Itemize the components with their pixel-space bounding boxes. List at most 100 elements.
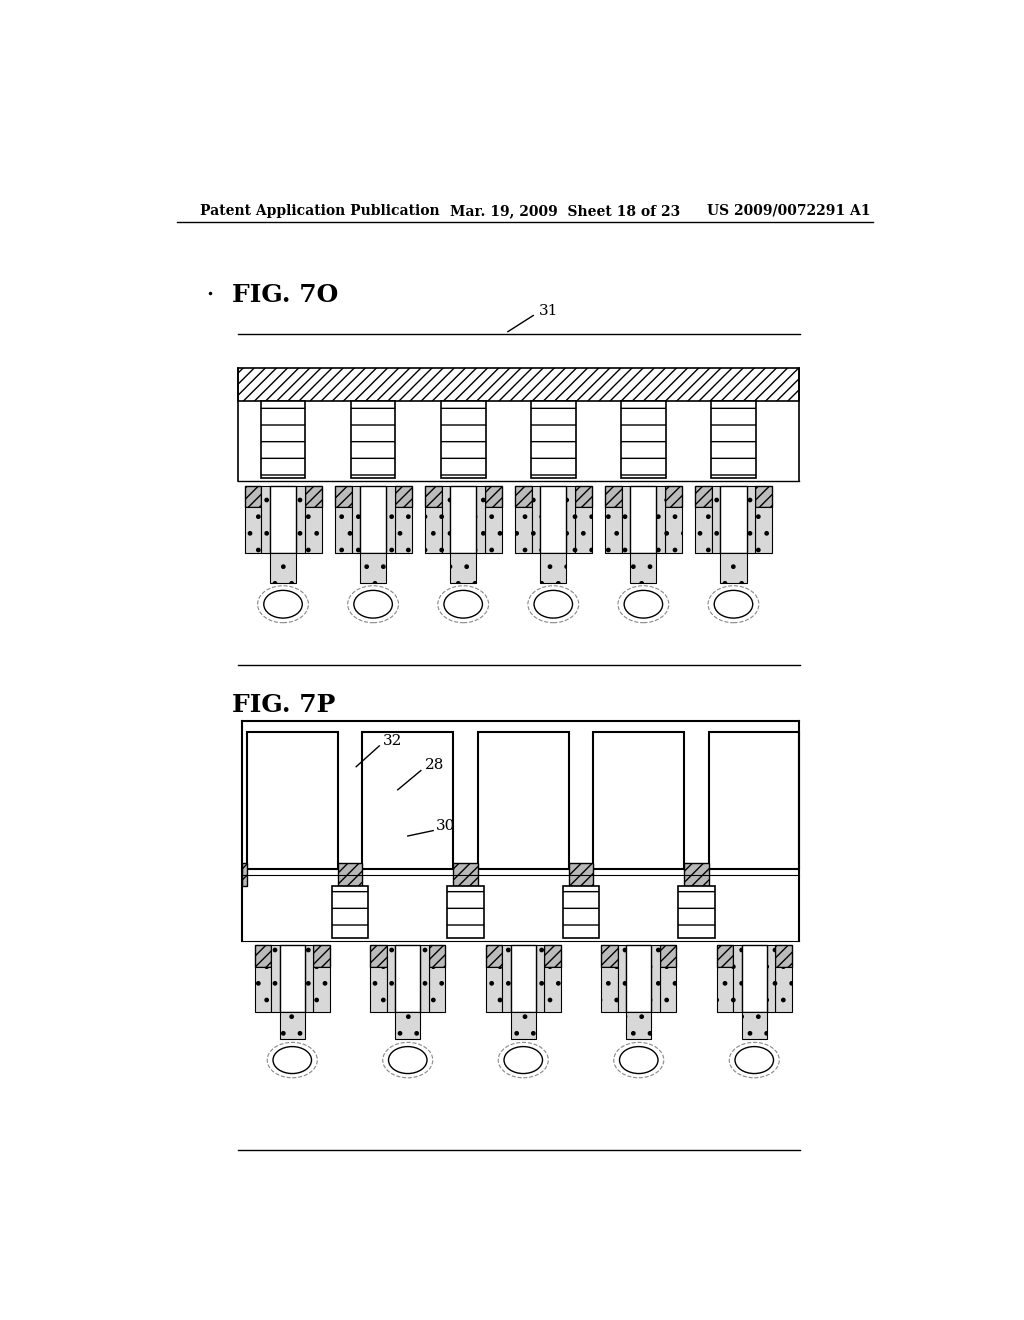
Bar	[360, 553, 386, 582]
Bar	[245, 486, 261, 507]
Bar	[503, 945, 511, 1011]
Bar	[255, 968, 271, 1011]
Bar	[593, 733, 684, 869]
Bar	[280, 945, 304, 1011]
Bar	[775, 968, 792, 1011]
Bar	[709, 733, 799, 869]
Bar	[622, 486, 631, 553]
Ellipse shape	[735, 1047, 773, 1073]
Bar	[601, 945, 617, 966]
Ellipse shape	[625, 590, 663, 618]
Bar	[370, 945, 387, 966]
Bar	[429, 968, 445, 1011]
Bar	[536, 945, 544, 1011]
Bar	[313, 945, 330, 966]
Bar	[425, 486, 441, 507]
Bar	[665, 486, 682, 507]
Ellipse shape	[504, 1047, 543, 1073]
Bar	[511, 1011, 536, 1039]
Bar	[656, 486, 665, 553]
Ellipse shape	[273, 1047, 311, 1073]
Bar	[476, 486, 484, 553]
Bar	[395, 1011, 420, 1039]
Bar	[511, 945, 536, 1011]
Text: 31: 31	[539, 304, 558, 318]
Bar	[717, 968, 733, 1011]
Bar	[515, 507, 531, 553]
Bar	[631, 553, 656, 582]
Bar	[313, 968, 330, 1011]
Bar	[478, 733, 568, 869]
Bar	[605, 486, 622, 507]
Bar	[566, 486, 574, 553]
Text: US 2009/0072291 A1: US 2009/0072291 A1	[707, 203, 870, 218]
Bar	[270, 486, 296, 553]
Bar	[484, 486, 502, 507]
Bar	[296, 486, 304, 553]
Text: 30: 30	[436, 818, 456, 833]
Bar	[574, 486, 592, 507]
Bar	[711, 401, 756, 478]
Bar	[304, 507, 322, 553]
Bar	[484, 507, 502, 553]
Bar	[304, 486, 322, 507]
Bar	[280, 1011, 304, 1039]
Bar	[243, 863, 247, 886]
Bar	[245, 507, 261, 553]
Bar	[627, 945, 651, 1011]
Bar	[631, 486, 656, 553]
Bar	[261, 401, 305, 478]
Bar	[441, 486, 451, 553]
Bar	[742, 1011, 767, 1039]
Text: Mar. 19, 2009  Sheet 18 of 23: Mar. 19, 2009 Sheet 18 of 23	[451, 203, 680, 218]
Bar	[485, 968, 503, 1011]
Bar	[451, 553, 476, 582]
Bar	[651, 945, 659, 1011]
Bar	[712, 486, 720, 553]
Bar	[420, 945, 429, 1011]
Bar	[270, 553, 296, 582]
Ellipse shape	[620, 1047, 658, 1073]
Bar	[451, 486, 476, 553]
Bar	[304, 945, 313, 1011]
Bar	[351, 486, 360, 553]
Bar	[678, 886, 715, 939]
Bar	[601, 968, 617, 1011]
Bar	[360, 486, 386, 553]
Bar	[271, 945, 280, 1011]
Bar	[255, 945, 271, 966]
Bar	[775, 945, 792, 966]
Text: FIG. 7P: FIG. 7P	[232, 693, 336, 717]
Bar	[429, 945, 445, 966]
Bar	[541, 486, 566, 553]
Bar	[755, 507, 772, 553]
Ellipse shape	[444, 590, 482, 618]
Bar	[544, 945, 561, 966]
Bar	[239, 368, 799, 401]
Ellipse shape	[714, 590, 753, 618]
Bar	[659, 945, 677, 966]
Bar	[387, 945, 395, 1011]
Bar	[261, 486, 270, 553]
Bar	[621, 401, 666, 478]
Bar	[605, 507, 622, 553]
Bar	[370, 968, 387, 1011]
Bar	[531, 401, 575, 478]
Bar	[695, 486, 712, 507]
Bar	[485, 945, 503, 966]
Bar	[351, 401, 395, 478]
Ellipse shape	[535, 590, 572, 618]
Ellipse shape	[388, 1047, 427, 1073]
Bar	[742, 945, 767, 1011]
Bar	[755, 486, 772, 507]
Ellipse shape	[354, 590, 392, 618]
Text: FIG. 7O: FIG. 7O	[232, 284, 339, 308]
Text: Patent Application Publication: Patent Application Publication	[200, 203, 439, 218]
Text: 32: 32	[383, 734, 402, 748]
Bar	[562, 886, 599, 939]
Bar	[447, 886, 484, 939]
Bar	[395, 945, 420, 1011]
Bar	[568, 863, 593, 886]
Bar	[441, 401, 485, 478]
Bar	[332, 886, 369, 939]
